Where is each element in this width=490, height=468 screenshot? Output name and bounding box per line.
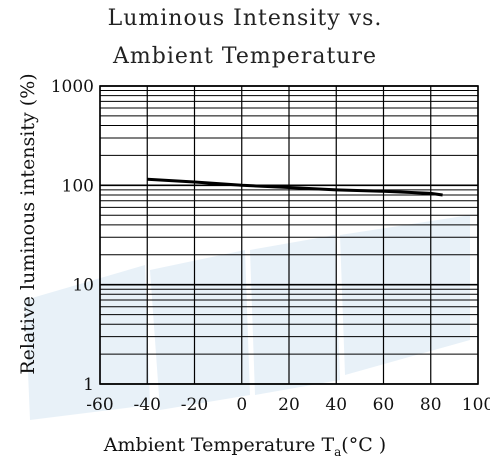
y-axis-label: Relative luminous intensity (%) — [17, 73, 39, 375]
x-axis-label: Ambient Temperature Ta(°C ) — [0, 434, 490, 459]
x-tick-label: 20 — [278, 395, 300, 415]
x-tick-label: -20 — [181, 395, 208, 415]
y-tick-label: 1000 — [51, 77, 94, 97]
x-tick-label: 0 — [236, 395, 247, 415]
series-layer — [147, 177, 443, 197]
chart-title-line-1: Luminous Intensity vs. — [107, 6, 383, 31]
y-tick-label: 100 — [62, 176, 94, 196]
x-axis-label-text: Ambient Temperature T — [103, 434, 335, 456]
y-tick-label: 10 — [72, 276, 94, 296]
plot-frame — [99, 85, 479, 385]
x-tick-label: 60 — [373, 395, 395, 415]
tick-labels: -60 -40 -20 0 20 40 60 80 100 1 10 100 1000 — [51, 77, 490, 415]
y-tick-label: 1 — [83, 375, 94, 395]
x-axis-label-unit: (°C ) — [341, 434, 387, 456]
x-tick-label: -60 — [86, 395, 113, 415]
x-tick-label: 100 — [462, 395, 490, 415]
x-tick-label: -40 — [134, 395, 161, 415]
chart-title-line-2: Ambient Temperature — [112, 44, 378, 69]
x-axis-label-subscript: a — [334, 444, 342, 459]
major-gridlines — [99, 85, 479, 385]
x-tick-label: 80 — [420, 395, 442, 415]
x-tick-label: 40 — [325, 395, 347, 415]
series-line — [147, 177, 443, 197]
